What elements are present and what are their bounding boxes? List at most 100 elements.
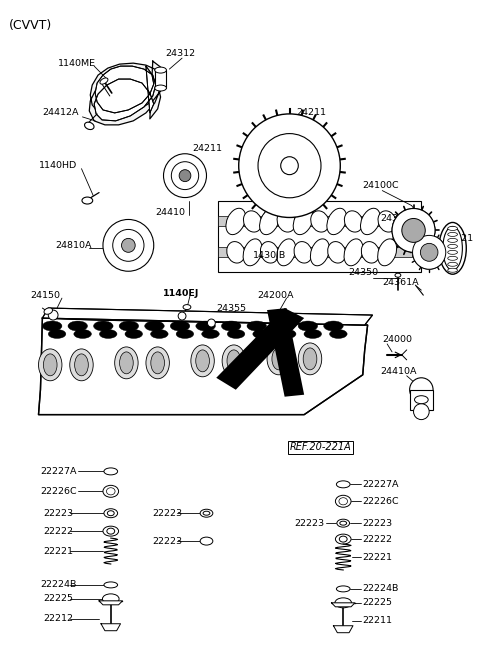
Text: 22224B: 22224B xyxy=(40,581,77,589)
Text: 24412A: 24412A xyxy=(42,108,79,117)
Ellipse shape xyxy=(107,528,115,534)
Text: 24321: 24321 xyxy=(443,234,473,243)
Ellipse shape xyxy=(221,321,241,331)
Text: 22223: 22223 xyxy=(153,537,183,546)
Text: 22212: 22212 xyxy=(43,614,73,623)
Text: 22223: 22223 xyxy=(363,519,393,527)
Ellipse shape xyxy=(99,329,117,338)
Circle shape xyxy=(179,170,191,182)
Ellipse shape xyxy=(222,345,246,377)
Text: 22223: 22223 xyxy=(294,519,324,527)
Ellipse shape xyxy=(311,239,329,266)
Ellipse shape xyxy=(336,481,350,488)
Ellipse shape xyxy=(448,251,457,255)
Text: 22221: 22221 xyxy=(363,552,393,562)
Circle shape xyxy=(103,220,154,271)
Circle shape xyxy=(239,114,340,218)
Ellipse shape xyxy=(74,329,91,338)
Polygon shape xyxy=(218,216,411,226)
Ellipse shape xyxy=(336,534,351,544)
Text: 24150: 24150 xyxy=(31,291,60,300)
Ellipse shape xyxy=(227,350,240,372)
Ellipse shape xyxy=(196,350,209,372)
Text: 22227A: 22227A xyxy=(363,480,399,489)
Ellipse shape xyxy=(337,519,349,527)
Text: 24000: 24000 xyxy=(382,335,412,344)
Text: 22221: 22221 xyxy=(43,546,73,556)
Text: 1430JB: 1430JB xyxy=(253,251,287,260)
Polygon shape xyxy=(38,318,368,415)
Ellipse shape xyxy=(344,239,363,266)
Ellipse shape xyxy=(103,526,119,536)
Text: 22222: 22222 xyxy=(43,527,73,536)
Ellipse shape xyxy=(104,468,118,475)
Circle shape xyxy=(178,312,186,320)
Ellipse shape xyxy=(44,308,52,314)
Ellipse shape xyxy=(183,304,191,310)
Ellipse shape xyxy=(74,354,88,376)
Ellipse shape xyxy=(260,241,278,263)
Ellipse shape xyxy=(298,321,318,331)
Ellipse shape xyxy=(68,321,87,331)
Ellipse shape xyxy=(278,329,296,338)
Text: 1140EJ: 1140EJ xyxy=(163,289,199,298)
Polygon shape xyxy=(218,247,411,257)
Polygon shape xyxy=(216,308,304,390)
Polygon shape xyxy=(267,308,304,397)
Ellipse shape xyxy=(378,239,396,266)
Ellipse shape xyxy=(202,329,219,338)
Text: 22226C: 22226C xyxy=(40,487,77,496)
Text: 24322: 24322 xyxy=(380,214,410,223)
Circle shape xyxy=(48,310,58,320)
Circle shape xyxy=(164,154,206,197)
Circle shape xyxy=(207,319,215,327)
Text: 22223: 22223 xyxy=(153,508,183,518)
Ellipse shape xyxy=(339,498,348,505)
Bar xyxy=(155,70,167,88)
Ellipse shape xyxy=(82,197,93,204)
Ellipse shape xyxy=(294,241,312,263)
Ellipse shape xyxy=(415,396,428,403)
Ellipse shape xyxy=(344,211,363,232)
Circle shape xyxy=(402,218,425,242)
Ellipse shape xyxy=(336,586,350,592)
Circle shape xyxy=(171,162,199,190)
Ellipse shape xyxy=(339,536,347,542)
Ellipse shape xyxy=(151,329,168,338)
Circle shape xyxy=(392,209,435,253)
Ellipse shape xyxy=(448,238,457,242)
Ellipse shape xyxy=(448,232,457,236)
Ellipse shape xyxy=(260,208,279,235)
Ellipse shape xyxy=(395,274,401,277)
Ellipse shape xyxy=(253,329,270,338)
Text: REF.20-221A: REF.20-221A xyxy=(289,443,351,453)
Ellipse shape xyxy=(361,241,379,263)
Ellipse shape xyxy=(119,321,139,331)
Polygon shape xyxy=(94,66,156,121)
Ellipse shape xyxy=(120,352,133,374)
Ellipse shape xyxy=(243,211,262,232)
Ellipse shape xyxy=(226,208,246,235)
Ellipse shape xyxy=(103,485,119,497)
Ellipse shape xyxy=(115,347,138,379)
Ellipse shape xyxy=(200,537,213,545)
Ellipse shape xyxy=(155,67,167,73)
Ellipse shape xyxy=(448,268,457,272)
Text: 24350: 24350 xyxy=(348,268,378,277)
Text: 22225: 22225 xyxy=(363,598,393,607)
Text: 24100C: 24100C xyxy=(363,181,399,190)
Text: 24312: 24312 xyxy=(166,49,195,58)
Text: 22224B: 22224B xyxy=(363,584,399,594)
Text: 24355: 24355 xyxy=(216,304,246,313)
Ellipse shape xyxy=(176,329,194,338)
Circle shape xyxy=(258,134,321,198)
Ellipse shape xyxy=(203,511,210,515)
Circle shape xyxy=(413,236,446,269)
Polygon shape xyxy=(101,624,120,630)
Ellipse shape xyxy=(448,244,457,249)
Circle shape xyxy=(281,157,298,174)
Ellipse shape xyxy=(191,345,214,377)
Text: 24810A: 24810A xyxy=(55,241,92,250)
Ellipse shape xyxy=(107,487,115,495)
Ellipse shape xyxy=(336,495,351,507)
